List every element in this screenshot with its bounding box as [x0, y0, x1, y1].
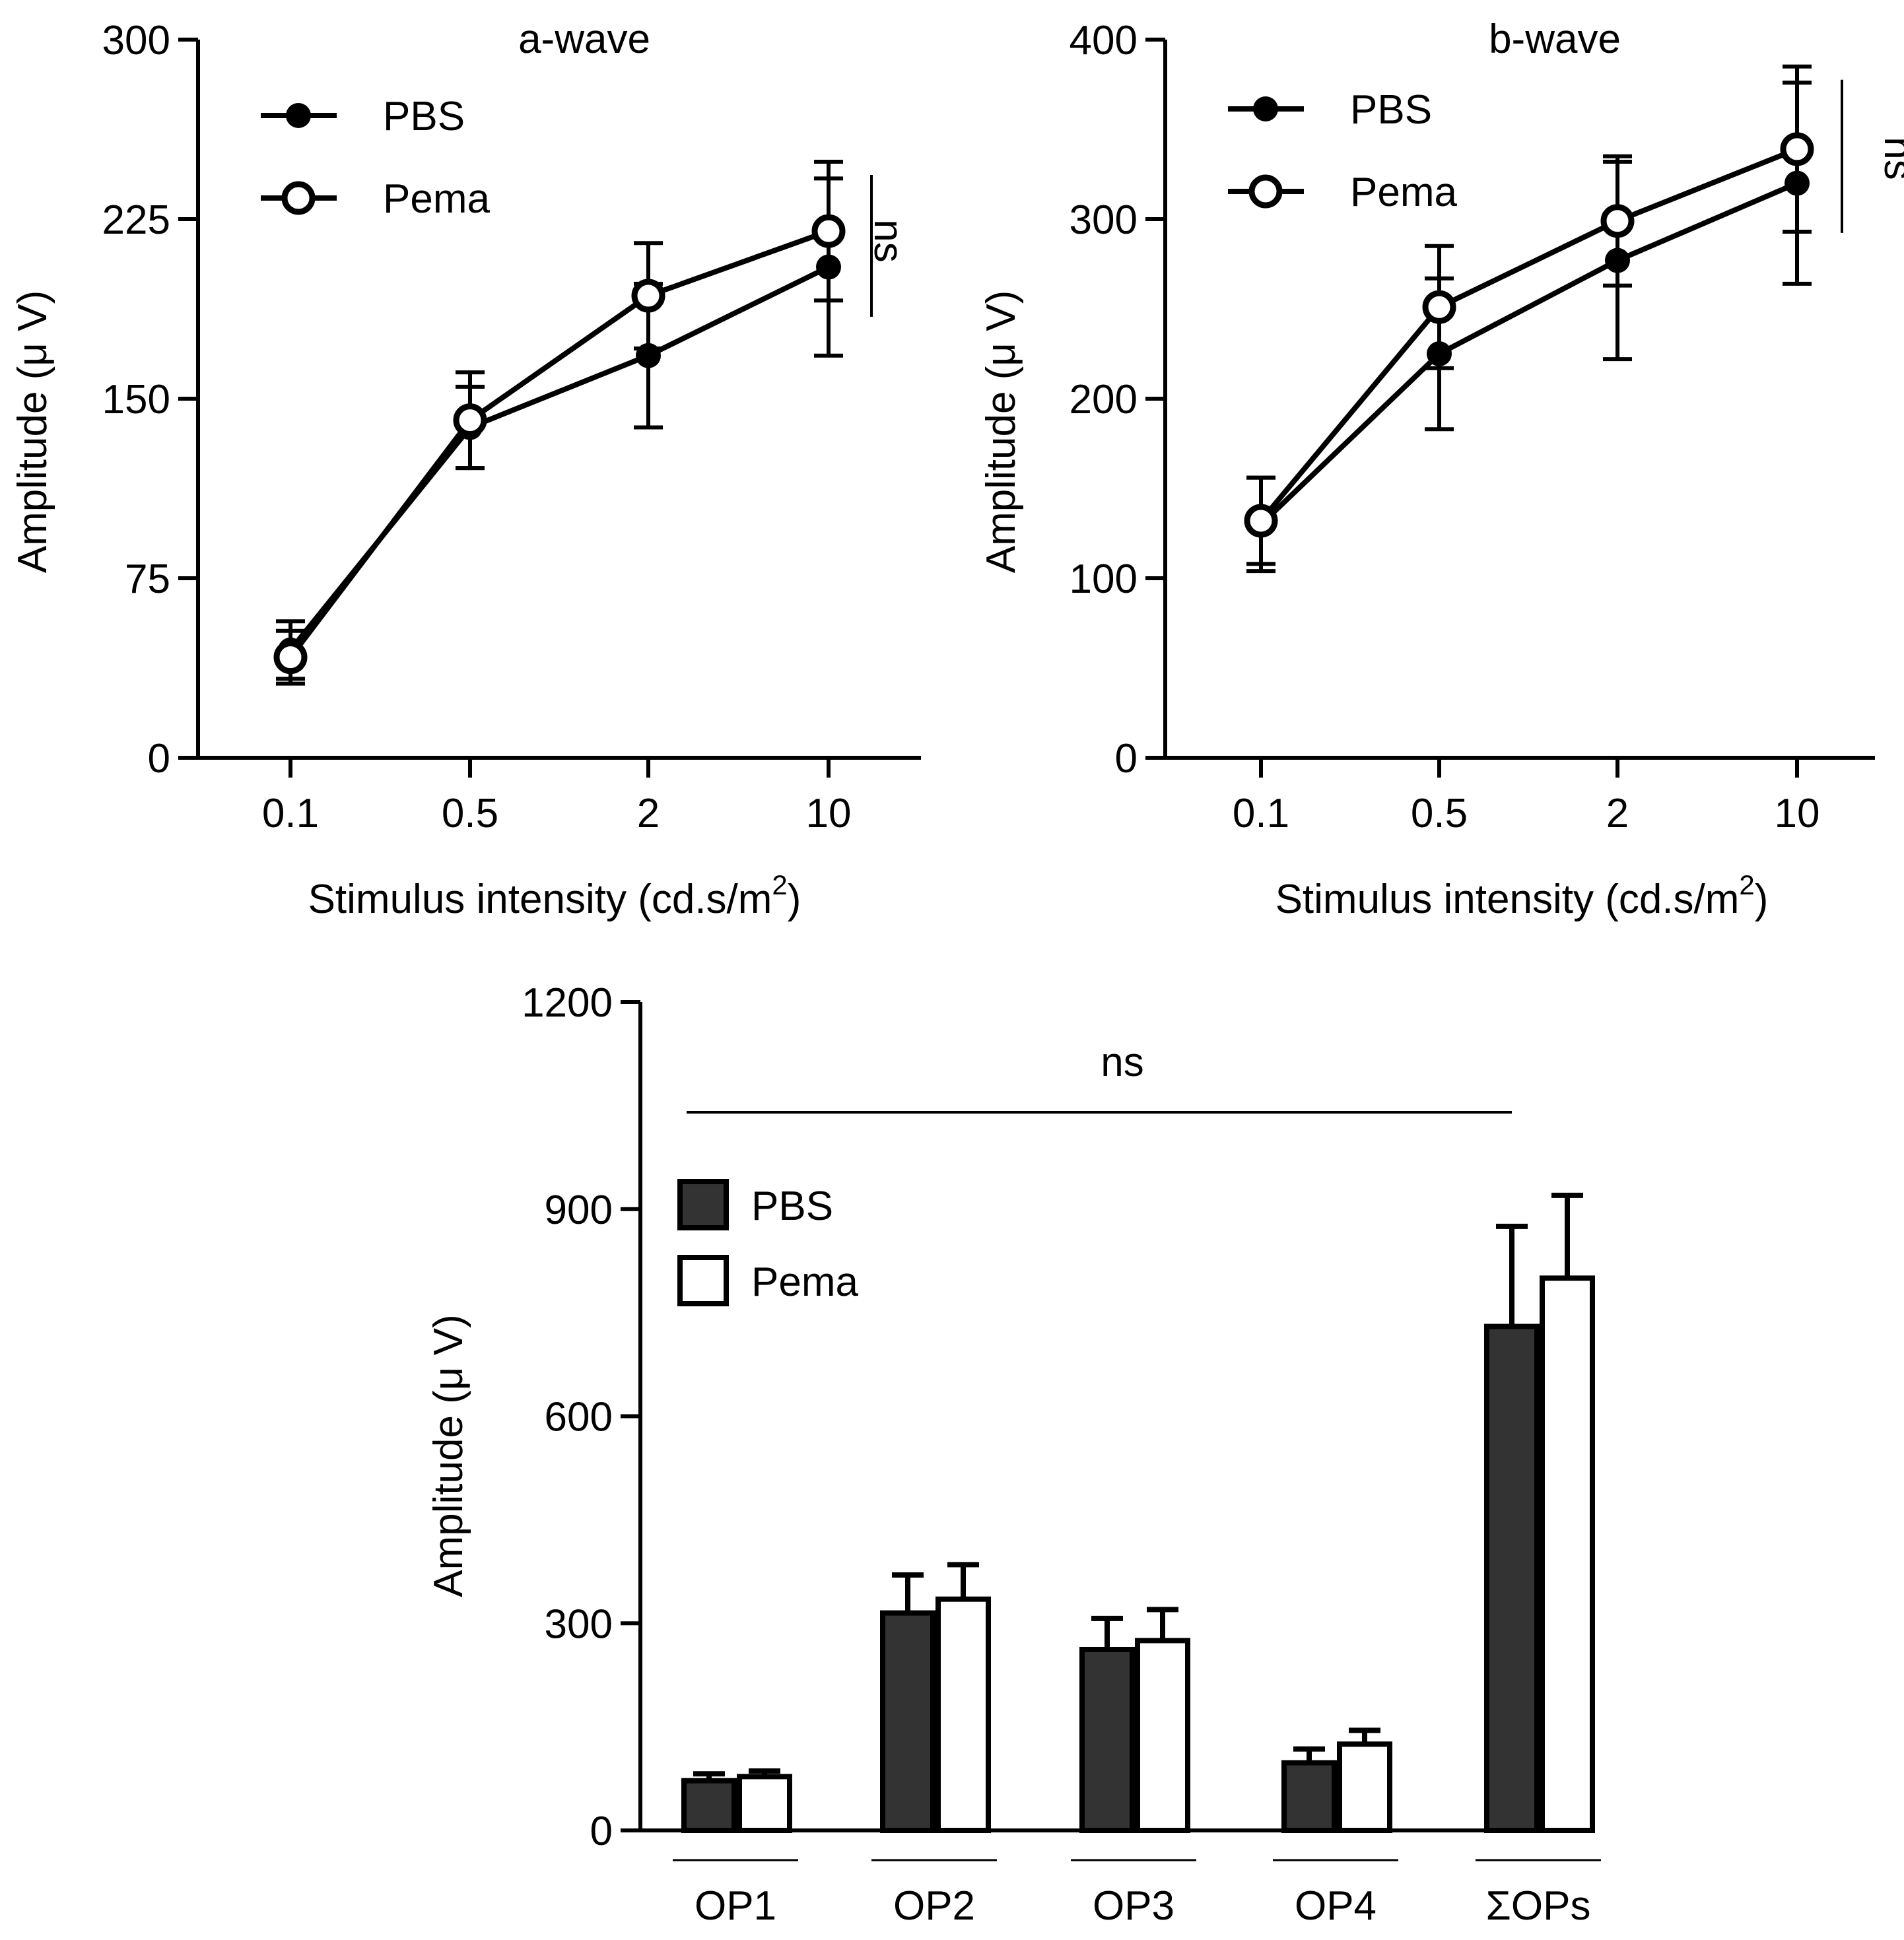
x-tick-label: 2 [1606, 791, 1629, 836]
axes: 0 100 200 300 400 0.1 0.5 2 10 [1070, 18, 1875, 836]
legend: PBS Pema [261, 94, 490, 222]
data-point [1244, 504, 1278, 538]
legend-swatch [677, 1255, 729, 1306]
x-axis-label-text: Stimulus intensity (cd.s/m [1275, 877, 1740, 922]
y-tick-label: 225 [102, 197, 170, 243]
y-tick-label: 0 [590, 1809, 613, 1854]
y-tick-label: 600 [545, 1395, 613, 1440]
legend: PBS Pema [1228, 87, 1457, 215]
series-pema [1244, 64, 1814, 566]
ns-annotation: ns [1101, 1040, 1143, 1085]
y-tick-label: 900 [545, 1187, 613, 1233]
bar-pema [1337, 1741, 1392, 1833]
y-axis-label: Amplitude (μ V) [426, 1314, 471, 1597]
bar-pbs [1484, 1323, 1540, 1833]
series-pbs [1246, 81, 1812, 574]
y-axis-label: Amplitude (μ V) [10, 290, 55, 574]
data-point [273, 640, 308, 675]
data-point [1780, 132, 1814, 166]
y-tick-label: 300 [545, 1601, 613, 1647]
x-axis-label-superscript: 2 [772, 869, 787, 900]
series-line [1259, 180, 1798, 527]
legend-label: PBS [383, 94, 465, 139]
data-point [811, 214, 846, 248]
chart-a_wave: 0 75 150 225 300 0.1 0.5 2 10 a-wave Amplitude (μ … [10, 17, 921, 922]
legend-label: Pema [1350, 170, 1457, 215]
y-tick-label: 100 [1070, 556, 1138, 602]
y-tick-label: 0 [148, 736, 170, 782]
legend-marker [286, 103, 311, 128]
axes: 0 75 150 225 300 0.1 0.5 2 10 [102, 18, 921, 836]
y-tick-label: 300 [102, 18, 170, 63]
bar-pbs [1079, 1646, 1135, 1834]
x-tick-label: OP1 [695, 1883, 776, 1929]
legend-label: Pema [751, 1259, 858, 1305]
y-tick-label: 75 [125, 556, 170, 602]
y-tick-label: 400 [1070, 18, 1138, 63]
legend-label: PBS [751, 1184, 833, 1229]
chart-b_wave: 0 100 200 300 400 0.1 0.5 2 10 b-wave Amplitude (μ… [978, 17, 1904, 922]
legend-marker [281, 181, 316, 215]
y-tick-label: 1200 [522, 980, 613, 1026]
series-pema [273, 159, 846, 686]
x-tick-label: OP4 [1295, 1883, 1377, 1929]
x-tick-label: 2 [637, 791, 660, 836]
data-point [631, 279, 665, 313]
legend-label: PBS [1350, 87, 1432, 133]
y-tick-label: 200 [1070, 377, 1138, 422]
ns-annotation: ns [866, 219, 911, 262]
chart-title: b-wave [1489, 17, 1621, 62]
bar-pema [1540, 1275, 1595, 1834]
x-axis-label: Stimulus intensity (cd.s/m2) [308, 869, 801, 922]
x-tick-label: 0.5 [1411, 791, 1468, 836]
y-tick-label: 150 [102, 377, 170, 422]
x-tick-label: OP2 [893, 1883, 975, 1929]
bar-pema [737, 1774, 792, 1834]
x-tick-label: 10 [1775, 791, 1820, 836]
chart-ops: 0 300 600 900 1200 Amplitude (μ V) OP1 OP2 OP3 OP… [426, 980, 1601, 1929]
chart-title: a-wave [518, 17, 650, 62]
x-tick-label: 0.1 [1233, 791, 1289, 836]
x-tick-label: 0.1 [262, 791, 319, 836]
series-pbs [276, 176, 843, 681]
x-axis-label-end: ) [1755, 877, 1769, 922]
x-axis-label: Stimulus intensity (cd.s/m2) [1275, 869, 1769, 922]
x-tick-label: OP3 [1093, 1883, 1174, 1929]
bar-pema [935, 1596, 991, 1833]
series-line [1258, 147, 1798, 523]
legend-swatch [677, 1179, 729, 1230]
legend: PBS Pema [677, 1179, 858, 1306]
data-point [453, 403, 487, 438]
x-axis-label-text: Stimulus intensity (cd.s/m [308, 877, 772, 922]
series-line [288, 228, 830, 659]
series-line [288, 264, 830, 652]
data-point [1422, 290, 1456, 324]
x-axis-label-superscript: 2 [1739, 869, 1754, 900]
legend-marker [1253, 96, 1278, 121]
y-tick-label: 0 [1115, 736, 1138, 782]
legend-label: Pema [383, 176, 490, 222]
data-point [1600, 204, 1635, 238]
bar-pbs [1281, 1760, 1337, 1833]
x-tick-label: ΣOPs [1486, 1883, 1591, 1929]
x-tick-label: 0.5 [442, 791, 498, 836]
y-axis-label: Amplitude (μ V) [978, 290, 1024, 574]
legend-marker [1248, 174, 1283, 209]
y-tick-label: 300 [1070, 197, 1138, 243]
bar-pbs [880, 1610, 935, 1833]
x-tick-label: 10 [806, 791, 852, 836]
bar-pbs [681, 1778, 737, 1833]
bar-pema [1135, 1638, 1190, 1833]
ns-annotation: ns [1876, 137, 1904, 180]
x-axis-label-end: ) [788, 877, 801, 922]
